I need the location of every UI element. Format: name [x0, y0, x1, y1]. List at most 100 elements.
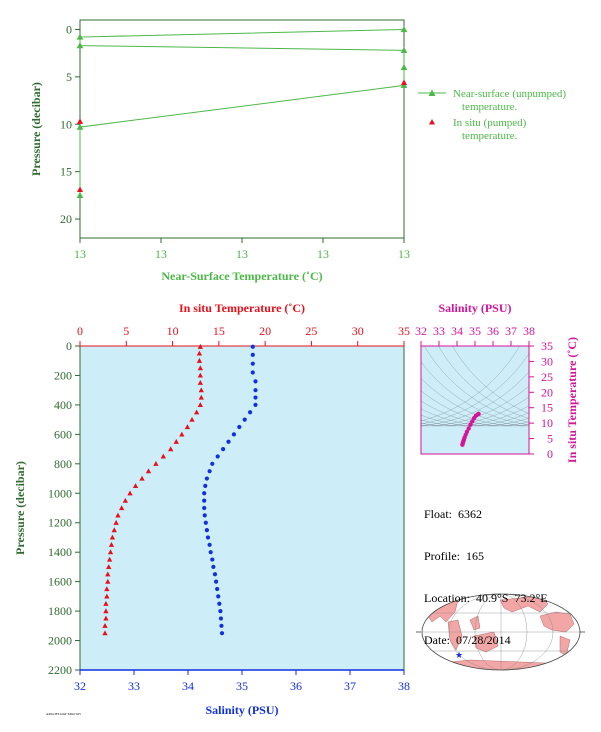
legend-pumped-label: In situ (pumped) temperature. — [453, 117, 529, 142]
salinity-point — [204, 527, 209, 533]
salinity-point — [242, 417, 247, 422]
salinity-point — [202, 513, 207, 518]
unpumped-temperature-point — [76, 123, 84, 130]
temperature-point — [197, 365, 204, 371]
temperature-point — [109, 534, 116, 540]
density-contour — [421, 400, 529, 427]
ts-temperature-tick-label: 5 — [547, 432, 553, 446]
y-tick-label: 200 — [54, 368, 72, 382]
temperature-point — [106, 564, 112, 570]
salinity-tick-label: 33 — [128, 679, 140, 693]
salinity-point — [218, 608, 223, 614]
profile-number: Profile: 165 — [424, 549, 484, 563]
temperature-tick-label: 35 — [398, 324, 410, 338]
salinity-point — [207, 469, 212, 474]
unpumped-temperature-point — [400, 46, 408, 53]
salinity-point — [216, 594, 221, 599]
profile-salinity-axis: 32 33 34 35 36 37 38 — [74, 670, 410, 693]
location-map: ★ — [416, 593, 585, 671]
salinity-point — [211, 564, 216, 570]
temperature-tick-label: 5 — [123, 324, 129, 338]
y-tick-label: 1600 — [48, 575, 72, 589]
temperature-point — [102, 623, 108, 628]
unpumped-temperature-line — [79, 28, 405, 196]
density-contour — [421, 414, 529, 427]
x-tick-label: 13 — [236, 247, 248, 261]
salinity-profile — [202, 344, 258, 636]
y-tick-label: 5 — [66, 70, 72, 84]
temperature-tick-label: 30 — [352, 324, 364, 338]
temperature-point — [198, 394, 204, 400]
temperature-point — [103, 615, 109, 621]
unpumped-temperature-point — [400, 63, 408, 71]
ts-temperature-tick-label: 30 — [541, 354, 553, 368]
ts-salinity-tick-label: 37 — [505, 324, 517, 338]
ts-y-label: In situ Temperature (˚C) — [565, 337, 579, 463]
temperature-point — [127, 490, 133, 496]
temperature-point — [111, 527, 117, 533]
x-tick-label: 13 — [155, 247, 167, 261]
profile-plot-area — [79, 345, 405, 671]
y-tick-label: 1200 — [48, 516, 72, 530]
ts-temperature-tick-label: 15 — [541, 401, 553, 415]
temperature-point — [193, 409, 200, 415]
ts-temperature-tick-label: 20 — [541, 385, 553, 399]
temperature-point — [197, 372, 204, 378]
temperature-point — [108, 542, 115, 547]
ts-temperature-tick-label: 0 — [547, 447, 553, 461]
ts-point — [464, 429, 470, 434]
salinity-point — [212, 572, 218, 577]
float-location-star-icon: ★ — [455, 650, 463, 660]
unpumped-temperature-point — [400, 81, 408, 89]
density-contour — [421, 385, 529, 427]
salinity-point — [253, 402, 258, 408]
x-tick-label: 13 — [317, 247, 329, 261]
temperature-point — [160, 453, 166, 459]
salinity-point — [208, 550, 213, 555]
salinity-point — [250, 344, 255, 349]
salinity-point — [205, 535, 211, 540]
salinity-point — [218, 616, 224, 621]
salinity-point — [231, 432, 236, 437]
y-tick-label: 20 — [60, 212, 72, 226]
float-id: Float: 6362 — [424, 507, 483, 521]
density-contour — [421, 412, 529, 427]
salinity-tick-label: 38 — [398, 679, 410, 693]
y-tick-label: 1400 — [48, 545, 72, 559]
salinity-point — [202, 491, 207, 496]
ts-salinity-tick-label: 34 — [451, 324, 463, 338]
density-contour — [421, 405, 529, 427]
salinity-point — [250, 370, 255, 375]
near-surface-chart: 0 5 10 15 20 13 13 13 13 13 Near-Surface Tempera… — [29, 19, 569, 283]
near-surface-y-label: Pressure (decibar) — [29, 82, 43, 176]
salinity-point — [210, 461, 215, 466]
salinity-tick-label: 36 — [290, 679, 302, 693]
temperature-point — [139, 475, 145, 481]
unpumped-temperature-point — [76, 33, 84, 40]
unpumped-temperature-point — [76, 191, 84, 198]
ts-point — [468, 422, 473, 427]
salinity-point — [207, 542, 212, 547]
profile-temperature-axis: 0 5 10 15 20 25 30 35 — [77, 324, 410, 346]
salinity-point — [215, 586, 220, 592]
salinity-point — [210, 557, 215, 562]
temperature-point — [196, 357, 203, 363]
ts-point — [466, 426, 471, 431]
temperature-point — [122, 497, 129, 503]
y-tick-label: 10 — [60, 117, 72, 131]
temperature-tick-label: 25 — [305, 324, 317, 338]
density-contour — [421, 390, 529, 427]
temperature-point — [197, 402, 204, 408]
profile-temperature-axis-label: In situ Temperature (˚C) — [179, 301, 305, 315]
near-surface-x-label: Near-Surface Temperature (˚C) — [161, 269, 322, 283]
salinity-tick-label: 37 — [344, 679, 356, 693]
salinity-point — [253, 379, 258, 384]
location: Location: 40.9°S 73.2°E — [424, 591, 548, 605]
legend-unpumped-label: Near-surface (unpumped) temperature. — [453, 88, 569, 113]
y-tick-label: 2000 — [48, 634, 72, 648]
temperature-point — [168, 446, 174, 452]
ts-salinity-tick-label: 36 — [487, 324, 499, 338]
